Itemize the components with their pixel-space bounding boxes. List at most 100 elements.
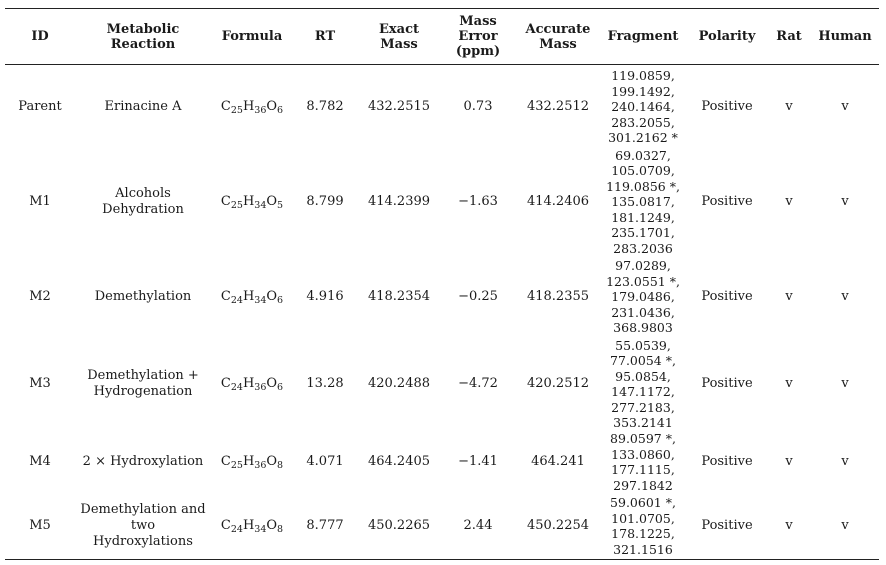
cell-metabolic-reaction-text: Erinacine A: [104, 99, 182, 114]
cell-rat-text: v: [785, 194, 793, 209]
cell-id-text: M1: [29, 194, 51, 209]
cell-mass-error: 0.73: [440, 66, 516, 148]
cell-formula: C25H36O6: [216, 66, 288, 148]
cell-metabolic-reaction: Erinacine A: [75, 66, 211, 148]
table-bottom-rule: [5, 559, 879, 560]
chemical-formula: C25H36O8: [220, 454, 284, 471]
cell-rat-text: v: [785, 376, 793, 391]
header-polarity: Polarity: [698, 29, 756, 44]
cell-polarity-text: Positive: [701, 99, 753, 114]
header-mass-error: Mass Error (ppm): [455, 14, 501, 59]
cell-polarity: Positive: [693, 338, 761, 430]
cell-fragment: 55.0539, 77.0054 *, 95.0854, 147.1172, 277.2…: [601, 337, 685, 431]
cell-rt-text: 13.28: [306, 376, 344, 391]
cell-accurate-mass-text: 450.2254: [526, 518, 590, 533]
header-accurate-mass: Accurate Mass: [525, 21, 591, 52]
cell-fragment: 119.0859, 199.1492, 240.1464, 283.2055, 301.…: [601, 66, 685, 148]
fragment-value: 321.1516: [613, 541, 673, 557]
cell-human: v: [816, 430, 874, 494]
formula-carbon-count: 25: [230, 200, 243, 211]
cell-mass-error-text: 2.44: [463, 518, 493, 533]
cell-id: M2: [10, 256, 70, 338]
cell-formula: C25H36O8: [216, 430, 288, 494]
cell-metabolic-reaction: Demethylation and two Hydroxylations: [75, 494, 211, 558]
table-header-rule: [5, 64, 879, 65]
fragment-value: 199.1492,: [611, 83, 675, 99]
cell-polarity: Positive: [693, 256, 761, 338]
fragment-list: 69.0327, 105.0709, 119.0856 *, 135.0817, 181…: [606, 148, 680, 257]
header-id: ID: [31, 29, 49, 44]
cell-human-text: v: [841, 194, 849, 209]
fragment-list: 97.0289, 123.0551 *, 179.0486, 231.0436, 368…: [606, 258, 680, 336]
cell-rt: 13.28: [296, 338, 354, 430]
cell-polarity-text: Positive: [701, 454, 753, 469]
cell-rat: v: [766, 256, 812, 338]
formula-oxygen-count: 8: [277, 524, 284, 535]
cell-human-text: v: [841, 289, 849, 304]
cell-id-text: M4: [29, 454, 51, 469]
cell-mass-error: 2.44: [440, 494, 516, 558]
cell-human-text: v: [841, 376, 849, 391]
cell-polarity: Positive: [693, 494, 761, 558]
cell-rt-text: 8.782: [306, 99, 344, 114]
fragment-value: 97.0289,: [615, 258, 671, 274]
cell-rt-text: 4.916: [306, 289, 344, 304]
cell-rat: v: [766, 338, 812, 430]
fragment-value: 59.0601 *,: [610, 495, 676, 510]
fragment-value: 77.0054 *,: [610, 353, 676, 368]
fragment-value: 89.0597 *,: [610, 431, 676, 446]
cell-mass-error: −4.72: [440, 338, 516, 430]
cell-polarity: Positive: [693, 430, 761, 494]
fragment-list: 119.0859, 199.1492, 240.1464, 283.2055, 301.…: [608, 68, 678, 146]
cell-polarity: Positive: [693, 148, 761, 256]
fragment-value: 133.0860,: [611, 446, 675, 462]
cell-id: M3: [10, 338, 70, 430]
fragment-value: 69.0327,: [615, 147, 671, 163]
fragment-value: 231.0436,: [611, 304, 675, 320]
fragment-value: 95.0854,: [615, 368, 671, 384]
fragment-value: 101.0705,: [611, 510, 675, 526]
cell-id-text: Parent: [18, 99, 62, 114]
cell-metabolic-reaction: Alcohols Dehydration: [75, 148, 211, 256]
cell-rat-text: v: [785, 518, 793, 533]
cell-accurate-mass: 420.2512: [520, 338, 596, 430]
fragment-value: 353.2141: [613, 415, 673, 430]
cell-exact-mass: 450.2265: [362, 494, 436, 558]
cell-rat-text: v: [785, 454, 793, 469]
cell-exact-mass-text: 432.2515: [367, 99, 431, 114]
header-fragment: Fragment: [607, 29, 679, 44]
fragment-value: 235.1701,: [611, 225, 675, 241]
fragment-value: 178.1225,: [611, 526, 675, 541]
cell-rt-text: 8.799: [306, 194, 344, 209]
cell-rat: v: [766, 430, 812, 494]
cell-fragment: 69.0327, 105.0709, 119.0856 *, 135.0817, 181…: [601, 148, 685, 256]
cell-metabolic-reaction-text: Alcohols Dehydration: [102, 186, 184, 217]
table-top-rule: [5, 8, 879, 9]
cell-polarity-text: Positive: [701, 376, 753, 391]
cell-exact-mass: 418.2354: [362, 256, 436, 338]
chemical-formula: C25H34O5: [220, 194, 284, 211]
fragment-value: 105.0709,: [611, 163, 675, 179]
formula-hydrogen-count: 36: [254, 382, 267, 393]
cell-metabolic-reaction: Demethylation: [75, 256, 211, 338]
cell-fragment: 97.0289, 123.0551 *, 179.0486, 231.0436, 368…: [601, 256, 685, 338]
cell-mass-error: −0.25: [440, 256, 516, 338]
cell-rat-text: v: [785, 99, 793, 114]
fragment-value: 119.0859,: [611, 68, 675, 84]
cell-polarity-text: Positive: [701, 518, 753, 533]
cell-mass-error: −1.63: [440, 148, 516, 256]
cell-accurate-mass: 432.2512: [520, 66, 596, 148]
formula-hydrogen-count: 34: [254, 524, 267, 535]
fragment-value: 55.0539,: [615, 337, 671, 353]
formula-oxygen-count: 8: [277, 460, 284, 471]
cell-metabolic-reaction-text: Demethylation: [94, 289, 192, 304]
fragment-value: 123.0551 *,: [606, 273, 680, 289]
cell-mass-error-text: −1.63: [458, 194, 498, 209]
cell-metabolic-reaction: Demethylation + Hydrogenation: [75, 338, 211, 430]
header-human: Human: [818, 29, 872, 44]
cell-rt: 8.799: [296, 148, 354, 256]
cell-id-text: M5: [29, 518, 51, 533]
fragment-value: 181.1249,: [611, 209, 675, 225]
fragment-value: 283.2036: [613, 240, 673, 256]
cell-mass-error-text: −0.25: [458, 289, 498, 304]
